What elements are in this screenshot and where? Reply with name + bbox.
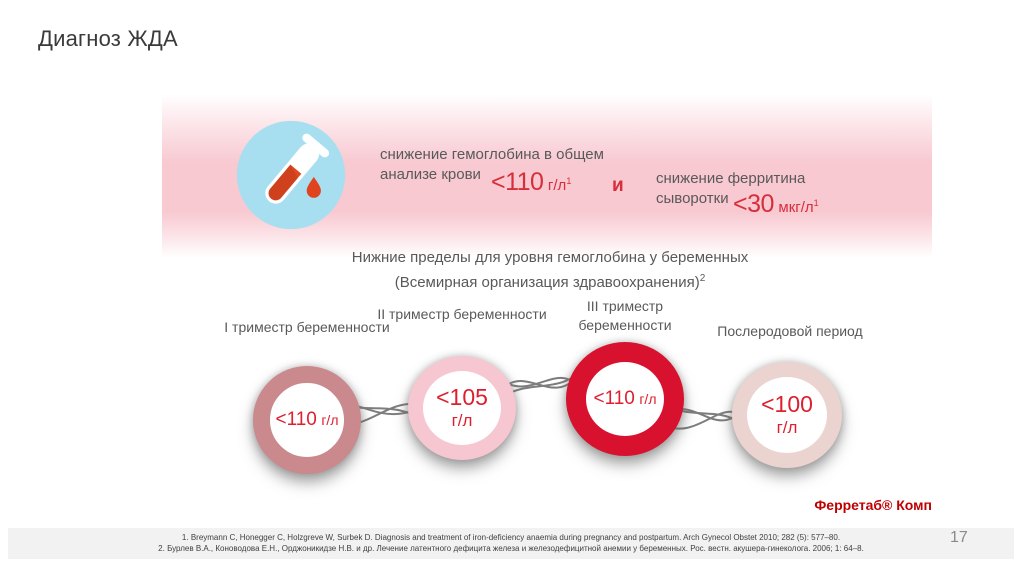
hemoglobin-threshold-value: <110 г/л1 [491,168,571,197]
threshold-circle-trimester-1: <110 г/л [253,366,361,474]
footnote-1: 1. Breymann C, Honegger C, Holzgreve W, … [181,533,841,542]
threshold-circle-trimester-2: <105 г/л [408,356,516,460]
reference-sup: 1 [566,176,572,186]
threshold-number: <105 [436,384,488,410]
references-footer: 1. Breymann C, Honegger C, Holzgreve W, … [8,528,1014,559]
blood-test-tube-icon [234,118,348,232]
who-limits-heading: Нижние пределы для уровня гемоглобина у … [240,247,860,293]
threshold-text: <110 г/л [275,409,339,430]
ferritin-threshold-unit: мкг/л1 [778,198,819,216]
threshold-circle-postpartum: <100 г/л [732,362,842,468]
threshold-unit: г/л [451,411,473,430]
test-tube-graphic [236,120,346,230]
threshold-unit: г/л [776,418,798,437]
stage-label-trimester-2: II триместр беременности [377,306,547,322]
threshold-number: <100 [761,391,813,417]
hemoglobin-threshold-number: <110 [491,168,544,196]
page-title: Диагноз ЖДА [38,26,178,51]
hemoglobin-threshold-unit: г/л1 [547,176,572,194]
stage-label-trimester-3: III триместр беременности [578,298,672,333]
stage-label-trimester-1: I триместр беременности [224,319,390,335]
reference-sup: 1 [813,198,819,208]
who-heading-line1: Нижние пределы для уровня гемоглобина у … [351,249,749,266]
reference-sup: 2 [699,273,706,284]
brand-name: Ферретаб® Комп [814,497,932,513]
who-heading-line2: (Всемирная организация здравоохранения)2 [394,273,706,291]
stage-label-postpartum: Послеродовой период [717,323,863,339]
and-conjunction: и [612,175,624,196]
threshold-circle-trimester-3: <110 г/л [566,342,684,456]
ferritin-threshold-value: <30 мкг/л1 [733,190,819,219]
ferritin-threshold-number: <30 [733,190,774,218]
ferritin-criterion-text: снижение ферритина сыворотки [656,170,806,207]
footnote-2: 2. Бурлев В.А., Коноводова Е.Н., Орджони… [158,543,864,553]
page-number: 17 [950,529,968,546]
hemoglobin-criterion-text: снижение гемоглобина в общем анализе кро… [380,146,604,183]
threshold-text: <110 г/л [593,388,657,409]
